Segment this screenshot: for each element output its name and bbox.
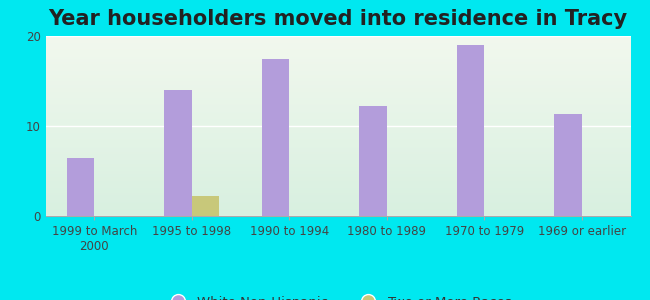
Bar — [67, 158, 94, 216]
Bar — [192, 196, 219, 216]
Bar — [262, 58, 289, 216]
Bar — [554, 114, 582, 216]
Bar — [359, 106, 387, 216]
Bar — [457, 45, 484, 216]
Bar — [192, 196, 219, 216]
Bar — [67, 158, 94, 216]
Bar — [262, 58, 289, 216]
Legend: White Non-Hispanic, Two or More Races: White Non-Hispanic, Two or More Races — [159, 290, 517, 300]
Title: Year householders moved into residence in Tracy: Year householders moved into residence i… — [49, 9, 627, 29]
Bar — [359, 106, 387, 216]
Bar — [554, 114, 582, 216]
Bar — [457, 45, 484, 216]
Bar — [164, 90, 192, 216]
Bar — [164, 90, 192, 216]
